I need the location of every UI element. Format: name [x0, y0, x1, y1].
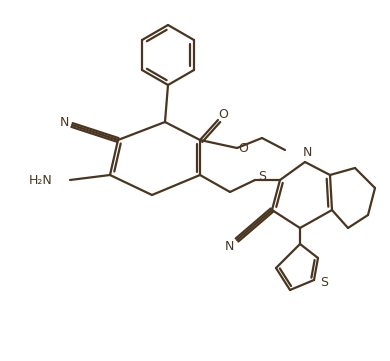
Text: O: O — [238, 142, 248, 155]
Text: N: N — [224, 240, 234, 253]
Text: S: S — [320, 277, 328, 290]
Text: N: N — [59, 117, 69, 130]
Text: O: O — [218, 109, 228, 122]
Text: N: N — [302, 147, 312, 160]
Text: H₂N: H₂N — [28, 174, 52, 187]
Text: S: S — [258, 170, 266, 183]
